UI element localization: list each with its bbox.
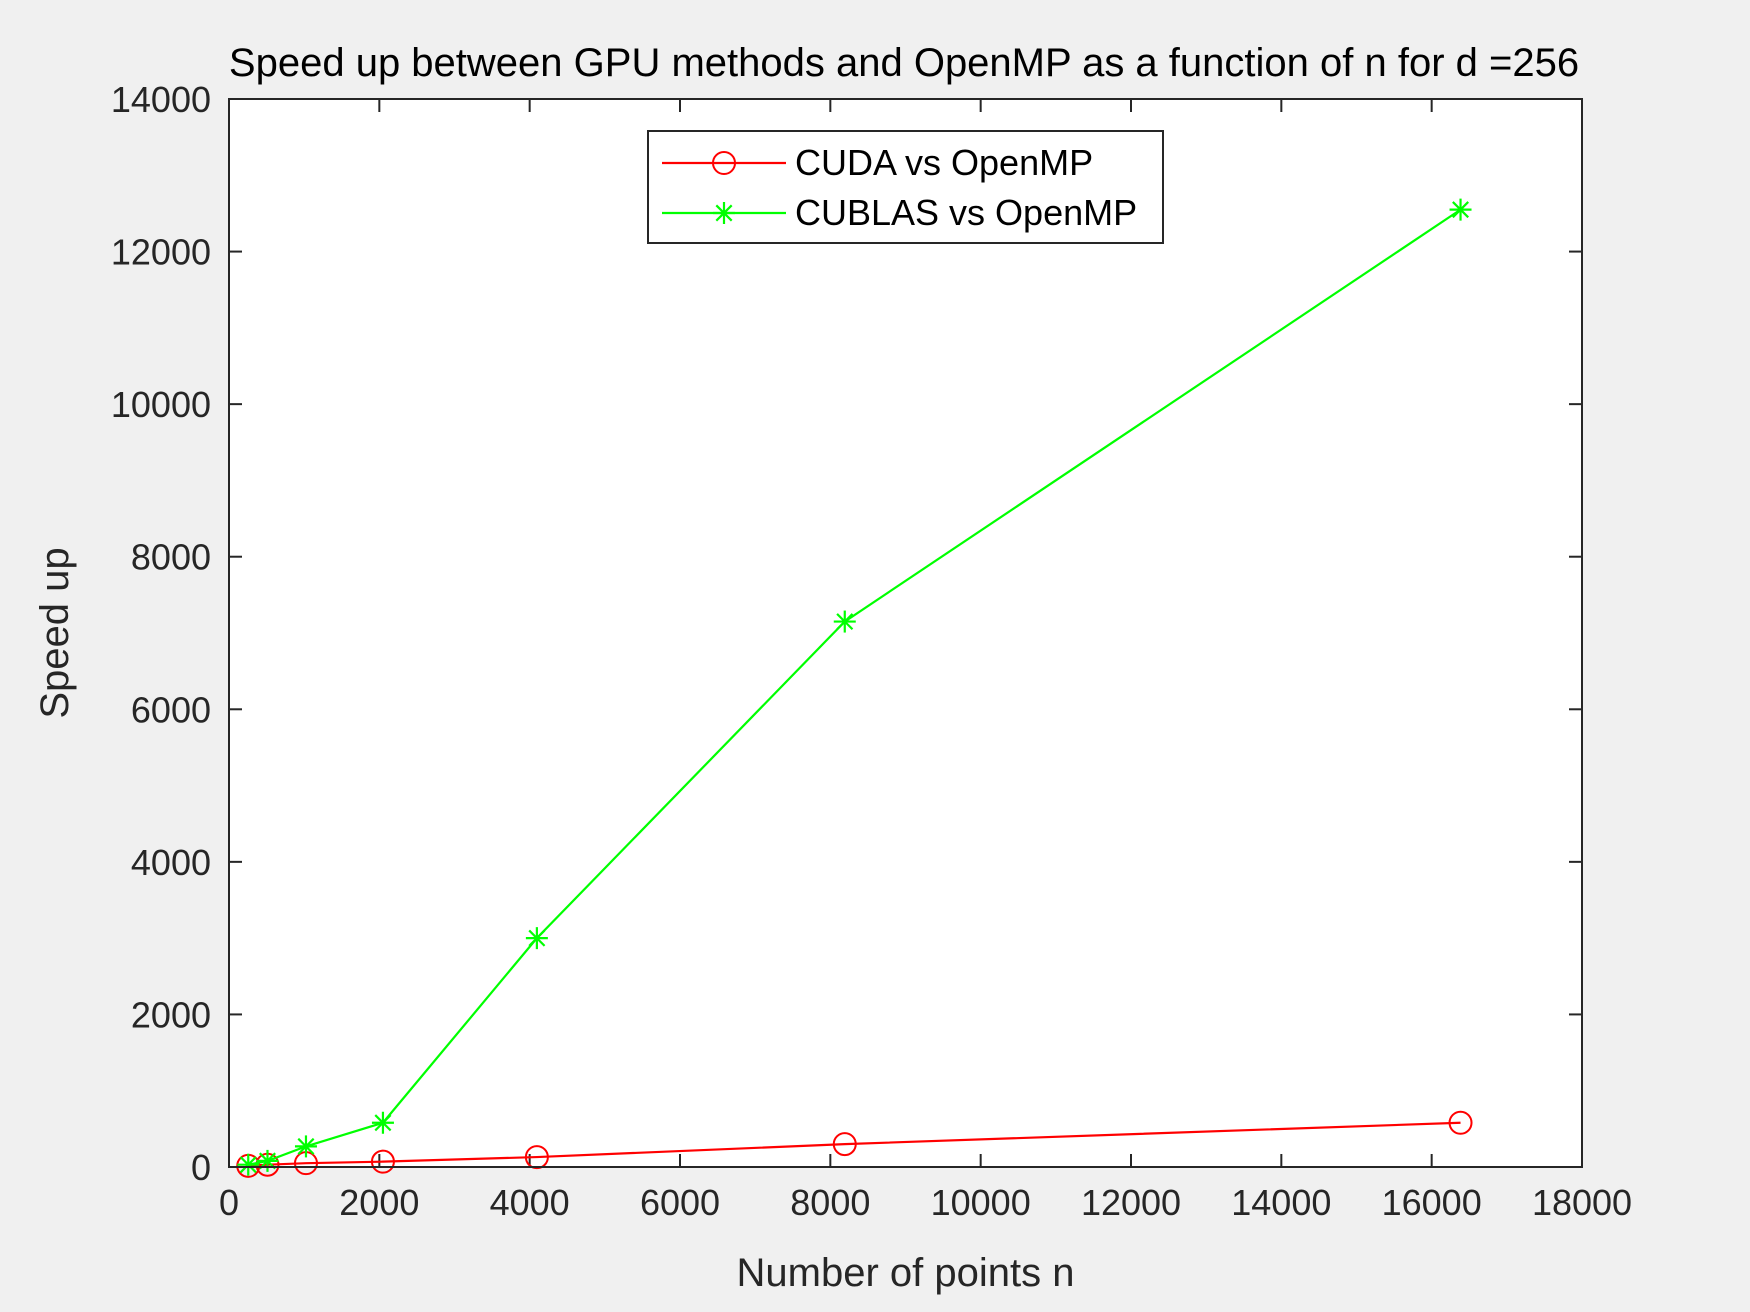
data-point (524, 1145, 549, 1170)
x-tick-label: 10000 (931, 1182, 1031, 1223)
y-tick-label: 14000 (111, 79, 211, 120)
data-point (237, 1153, 260, 1176)
plot-frame (228, 98, 1583, 1168)
y-tick-label: 4000 (131, 842, 211, 883)
y-tick-label: 8000 (131, 537, 211, 578)
y-tick-label: 10000 (111, 384, 211, 425)
data-point (370, 1149, 395, 1174)
chart-title: Speed up between GPU methods and OpenMP … (229, 41, 1579, 85)
x-tick-label: 0 (219, 1182, 239, 1223)
legend-box (647, 130, 1164, 244)
x-tick-label: 16000 (1382, 1182, 1482, 1223)
data-point (525, 927, 548, 950)
x-tick-label: 12000 (1081, 1182, 1181, 1223)
x-axis-ticks: 0 2000 4000 6000 8000 10000 12000 14000 16000 180… (219, 99, 1632, 1223)
plot-area (229, 99, 1582, 1167)
data-point (371, 1111, 394, 1134)
data-point (832, 1132, 857, 1157)
legend-label: CUBLAS vs OpenMP (795, 192, 1137, 233)
x-tick-label: 2000 (339, 1182, 419, 1223)
x-tick-label: 6000 (640, 1182, 720, 1223)
legend-item: CUBLAS vs OpenMP (662, 192, 1137, 233)
legend: CUDA vs OpenMP CUBLAS vs OpenMP (647, 130, 1164, 244)
x-tick-label: 14000 (1231, 1182, 1331, 1223)
series-cublas-vs-openmp (237, 198, 1472, 1176)
legend-marker (712, 151, 736, 175)
data-point (833, 610, 856, 633)
y-tick-label: 0 (191, 1147, 211, 1188)
y-tick-label: 6000 (131, 689, 211, 730)
legend-item: CUDA vs OpenMP (662, 142, 1093, 183)
x-tick-label: 8000 (790, 1182, 870, 1223)
data-point (1448, 1110, 1473, 1135)
data-point (294, 1135, 317, 1158)
x-axis-title: Number of points n (737, 1251, 1075, 1295)
legend-label: CUDA vs OpenMP (795, 142, 1093, 183)
y-axis-ticks: 0 2000 4000 6000 8000 10000 12000 14000 (111, 79, 1582, 1188)
x-tick-label: 18000 (1532, 1182, 1632, 1223)
legend-marker (713, 202, 735, 224)
y-axis-title: Speed up (33, 547, 77, 718)
y-tick-label: 12000 (111, 232, 211, 273)
x-tick-label: 4000 (490, 1182, 570, 1223)
data-point (1449, 198, 1472, 221)
y-tick-label: 2000 (131, 994, 211, 1035)
series-layer (236, 198, 1473, 1178)
